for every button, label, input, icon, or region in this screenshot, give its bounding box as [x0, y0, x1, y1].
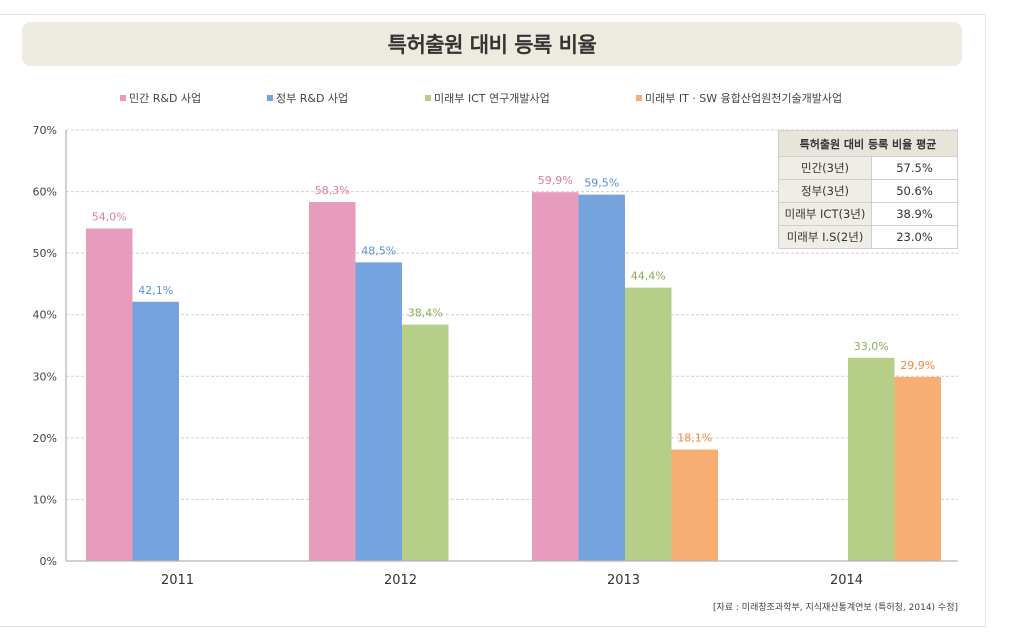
legend-item-itsw: 미래부 IT · SW 융합산업원천기술개발사업 [636, 90, 842, 106]
summary-table-header: 특허출원 대비 등록 비율 평균 [778, 130, 958, 157]
bars [86, 192, 941, 562]
x-tick-label: 2013 [607, 573, 640, 588]
y-tick-label: 0% [40, 555, 57, 568]
gridlines [66, 129, 958, 500]
legend: 민간 R&D 사업 정부 R&D 사업 미래부 ICT 연구개발사업 미래부 I… [0, 90, 1024, 110]
data-labels: 54,0% 42,1% 58,3% 48,5% 38,4% 59,9% 59,5% 44,4%… [92, 174, 935, 444]
y-tick-label: 10% [33, 493, 57, 506]
y-tick-label: 30% [33, 370, 57, 383]
summary-label: 미래부 I.S(2년) [778, 225, 872, 249]
data-label: 18,1% [677, 432, 712, 445]
source-note: [자료 : 미래창조과학부, 지식재산통계연보 (특허청, 2014) 수정] [712, 603, 958, 613]
data-label: 59,9% [538, 174, 573, 187]
summary-row: 미래부 ICT(3년) 38.9% [778, 202, 958, 226]
legend-item-government: 정부 R&D 사업 [267, 90, 348, 106]
legend-label-private: 민간 R&D 사업 [129, 92, 202, 105]
bar [309, 202, 356, 561]
legend-label-government: 정부 R&D 사업 [276, 92, 349, 105]
y-tick-label: 60% [33, 186, 57, 199]
y-tick-label: 50% [33, 247, 57, 260]
summary-table: 특허출원 대비 등록 비율 평균 민간(3년) 57.5% 정부(3년) 50.… [778, 130, 958, 249]
legend-item-private: 민간 R&D 사업 [120, 90, 201, 106]
y-tick-label: 20% [33, 432, 57, 445]
summary-row: 미래부 I.S(2년) 23.0% [778, 225, 958, 249]
summary-value: 57.5% [871, 156, 958, 180]
title-banner: 특허출원 대비 등록 비율 [22, 22, 962, 66]
data-label: 54,0% [92, 211, 127, 224]
bar [848, 357, 895, 561]
data-label: 29,9% [900, 359, 935, 372]
x-tick-label: 2012 [384, 573, 417, 588]
y-axis-ticks: 0% 10% 20% 30% 40% 50% 60% 70% [33, 124, 57, 568]
bar [625, 287, 672, 561]
y-tick-label: 40% [33, 309, 57, 322]
bar [86, 228, 133, 561]
data-label: 33,0% [854, 340, 889, 353]
summary-label: 정부(3년) [778, 179, 872, 203]
legend-label-itsw: 미래부 IT · SW 융합산업원천기술개발사업 [645, 92, 843, 105]
bar [132, 301, 179, 561]
x-tick-label: 2014 [830, 573, 863, 588]
legend-swatch-private [120, 95, 126, 101]
data-label: 38,4% [408, 307, 443, 320]
bar [578, 194, 625, 561]
summary-value: 38.9% [871, 202, 958, 226]
legend-item-ict: 미래부 ICT 연구개발사업 [425, 90, 550, 106]
bar [402, 324, 449, 561]
data-label: 44,4% [631, 270, 666, 283]
summary-value: 23.0% [871, 225, 958, 249]
legend-swatch-government [267, 95, 273, 101]
summary-label: 미래부 ICT(3년) [778, 202, 872, 226]
bar [532, 192, 579, 562]
y-tick-label: 70% [33, 124, 57, 137]
legend-swatch-itsw [636, 95, 642, 101]
bar [671, 449, 718, 561]
summary-row: 민간(3년) 57.5% [778, 156, 958, 180]
data-label: 48,5% [361, 244, 396, 257]
summary-value: 50.6% [871, 179, 958, 203]
data-label: 58,3% [315, 184, 350, 197]
legend-label-ict: 미래부 ICT 연구개발사업 [434, 92, 550, 105]
bar [355, 262, 402, 561]
data-label: 59,5% [584, 177, 619, 190]
x-tick-label: 2011 [161, 573, 194, 588]
bar [894, 376, 941, 561]
legend-swatch-ict [425, 95, 431, 101]
x-axis-ticks: 2011 2012 2013 2014 [161, 573, 863, 588]
summary-row: 정부(3년) 50.6% [778, 179, 958, 203]
summary-label: 민간(3년) [778, 156, 872, 180]
chart-title: 특허출원 대비 등록 비율 [387, 33, 597, 57]
data-label: 42,1% [138, 284, 173, 297]
